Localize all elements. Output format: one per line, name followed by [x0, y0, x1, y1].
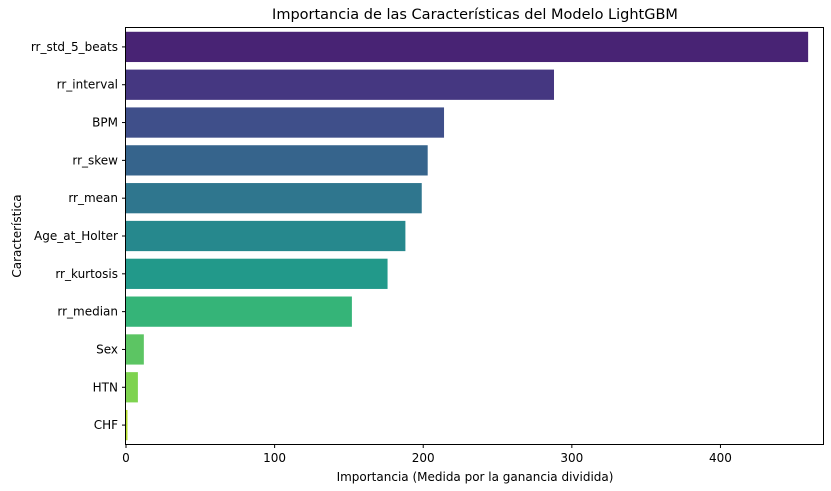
x-tick-label: 200: [412, 451, 435, 465]
y-tick-label: rr_std_5_beats: [31, 40, 118, 54]
bar-rr_kurtosis: [126, 258, 388, 289]
x-axis-ticks: 0 100 200 300 400: [122, 444, 732, 465]
bar-Sex: [126, 334, 144, 365]
y-tick-label: rr_mean: [68, 191, 118, 205]
y-tick-label: rr_skew: [72, 153, 118, 167]
bars-group: [126, 31, 809, 441]
y-tick-label: CHF: [94, 418, 118, 432]
plot-frame: [125, 27, 824, 445]
bar-CHF: [126, 409, 128, 441]
bar-BPM: [126, 107, 445, 138]
y-axis-ticks: rr_std_5_beats rr_interval BPM rr_skew rr_me…: [31, 40, 126, 432]
bar-rr_std_5_beats: [126, 31, 809, 63]
bar-rr_interval: [126, 69, 555, 100]
bar-rr_mean: [126, 183, 422, 214]
bar-HTN: [126, 372, 138, 403]
x-tick-label: 400: [709, 451, 732, 465]
y-tick-label: rr_median: [57, 305, 118, 319]
y-tick-label: Age_at_Holter: [34, 229, 118, 243]
y-axis-title: Característica: [10, 194, 24, 277]
x-axis-title: Importancia (Medida por la ganancia divi…: [337, 470, 614, 484]
bar-rr_median: [126, 296, 352, 327]
x-tick-label: 0: [122, 451, 130, 465]
bar-rr_skew: [126, 145, 428, 176]
y-tick-label: Sex: [96, 342, 118, 356]
chart-title: Importancia de las Características del M…: [272, 7, 678, 23]
bar-Age_at_Holter: [126, 220, 406, 252]
x-tick-label: 100: [263, 451, 286, 465]
y-tick-label: HTN: [93, 380, 118, 394]
y-tick-label: BPM: [92, 116, 118, 130]
y-tick-label: rr_interval: [57, 78, 118, 92]
y-tick-label: rr_kurtosis: [55, 267, 118, 281]
x-tick-label: 300: [560, 451, 583, 465]
